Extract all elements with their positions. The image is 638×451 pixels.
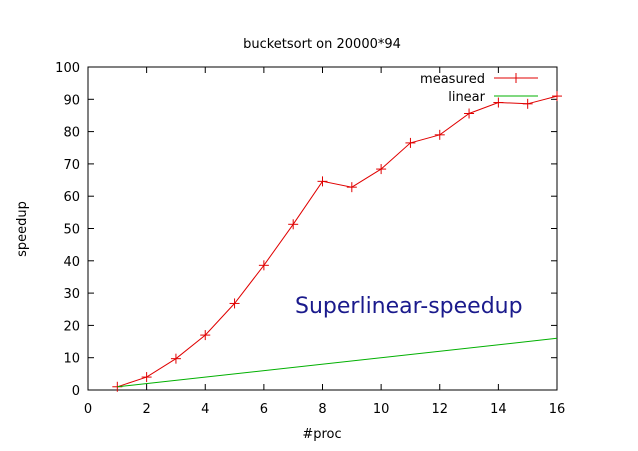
- legend: measured linear: [420, 72, 538, 105]
- series-measured-point: [493, 97, 504, 108]
- x-tick-label: 10: [373, 402, 390, 417]
- series-measured-point: [464, 108, 475, 119]
- plot-area: [87, 66, 558, 391]
- legend-label-measured: measured: [420, 72, 485, 87]
- y-tick-label: 80: [63, 126, 80, 141]
- x-axis-label: #proc: [302, 427, 341, 442]
- x-tick-label: 16: [549, 402, 566, 417]
- y-tick-label: 0: [72, 384, 80, 399]
- series-measured-point: [522, 98, 533, 109]
- y-tick-label: 70: [63, 158, 80, 173]
- x-tick-label: 8: [318, 402, 326, 417]
- series-measured-point: [200, 330, 211, 341]
- series-linear-line: [117, 337, 558, 388]
- series-measured-point: [405, 137, 416, 148]
- y-tick-label: 10: [63, 352, 80, 367]
- x-axis: 0 2 4 6 8 10 12 14 16: [84, 67, 565, 417]
- y-tick-label: 60: [63, 190, 80, 205]
- y-tick-label: 90: [63, 93, 80, 108]
- legend-label-linear: linear: [448, 90, 485, 105]
- series-measured-point: [288, 219, 299, 230]
- chart-title: bucketsort on 20000*94: [243, 37, 401, 52]
- y-tick-label: 20: [63, 319, 80, 334]
- y-tick-label: 40: [63, 255, 80, 270]
- x-tick-label: 0: [84, 402, 92, 417]
- series-measured-point: [317, 176, 328, 187]
- series-measured-point: [258, 260, 269, 271]
- series-measured-point: [141, 372, 152, 383]
- superlinear-annotation: Superlinear-speedup: [295, 294, 523, 319]
- y-tick-label: 30: [63, 287, 80, 302]
- series-measured-line: [117, 95, 558, 388]
- series-measured-point: [376, 164, 387, 175]
- y-axis-label: speedup: [15, 201, 30, 257]
- x-tick-label: 12: [431, 402, 448, 417]
- x-tick-label: 6: [260, 402, 268, 417]
- series-measured-point: [552, 91, 562, 102]
- x-tick-label: 2: [142, 402, 150, 417]
- x-tick-label: 4: [201, 402, 209, 417]
- y-tick-label: 50: [63, 223, 80, 238]
- series-measured-point: [434, 129, 445, 140]
- series-measured-point: [170, 353, 181, 364]
- series-measured-point: [229, 298, 240, 309]
- y-axis: 0 10 20 30 40 50 60 70 80 90 100: [55, 61, 557, 399]
- series-measured-point: [346, 182, 357, 193]
- y-tick-label: 100: [55, 61, 80, 76]
- x-tick-label: 14: [490, 402, 507, 417]
- series-layer: [112, 91, 562, 392]
